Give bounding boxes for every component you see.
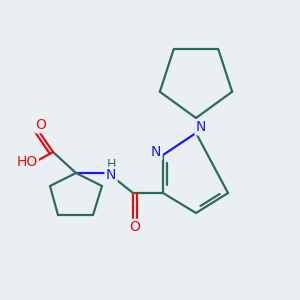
Text: N: N <box>106 168 116 182</box>
Text: O: O <box>36 118 46 132</box>
Text: N: N <box>196 120 206 134</box>
Text: O: O <box>130 220 140 234</box>
Text: HO: HO <box>16 155 38 169</box>
Text: H: H <box>106 158 116 172</box>
Text: N: N <box>151 145 161 159</box>
